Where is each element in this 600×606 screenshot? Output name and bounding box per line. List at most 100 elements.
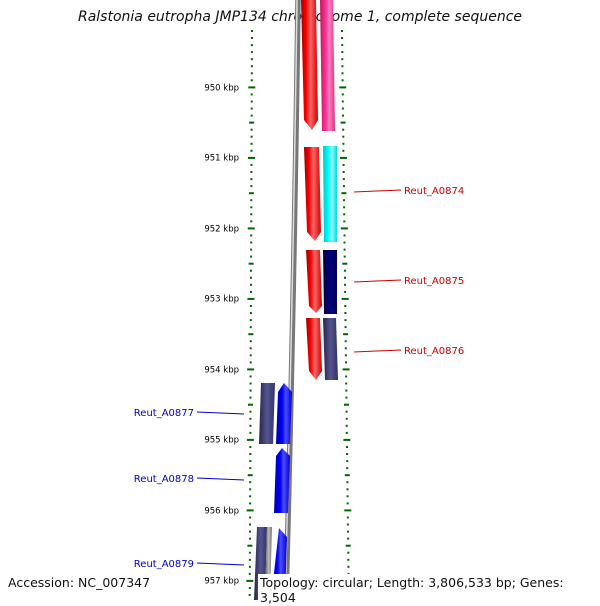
gene-block-navy[interactable] xyxy=(323,250,337,314)
ruler-tick xyxy=(249,530,251,533)
gene-block-slate[interactable] xyxy=(323,318,338,380)
gene-block-pink[interactable] xyxy=(320,0,335,131)
kbp-tick-label: 950 kbp xyxy=(204,84,239,94)
ruler-tick xyxy=(342,171,345,173)
ruler-tick xyxy=(249,523,251,526)
gene-block-cyan[interactable] xyxy=(323,146,337,242)
ruler-tick xyxy=(250,128,253,131)
ruler-tick xyxy=(341,93,344,96)
ruler-tick xyxy=(341,192,347,195)
ruler-tick xyxy=(248,587,251,589)
gene-arrow-blue[interactable] xyxy=(276,383,292,444)
ruler-tick xyxy=(341,44,344,47)
ruler-tick xyxy=(249,417,252,420)
ruler-tick xyxy=(340,121,346,124)
ruler-tick xyxy=(249,305,252,307)
gene-label[interactable]: Reut_A0879 xyxy=(134,559,194,570)
ruler-tick xyxy=(251,37,253,39)
topology-label: Topology: circular; Length: 3,806,533 bp… xyxy=(258,574,600,606)
gene-label[interactable]: Reut_A0876 xyxy=(404,346,464,357)
ruler-tick xyxy=(249,467,252,470)
ruler-tick xyxy=(343,234,346,237)
ruler-tick xyxy=(345,375,348,378)
gene-arrow-blue[interactable] xyxy=(274,448,290,513)
ruler-tick xyxy=(250,58,253,61)
forward-feature-track xyxy=(301,0,338,380)
gene-leader-line xyxy=(353,349,402,353)
ruler-tick xyxy=(346,488,349,491)
kbp-tick-label: 957 kbp xyxy=(204,577,239,587)
ruler-tick xyxy=(343,438,351,441)
ruler-tick xyxy=(343,213,346,216)
ruler-tick xyxy=(342,368,350,371)
ruler-tick xyxy=(250,51,253,54)
ruler-tick xyxy=(341,72,344,75)
ruler-tick xyxy=(248,551,251,554)
ruler-tick xyxy=(342,149,345,152)
ruler-tick xyxy=(249,424,252,427)
ruler-tick xyxy=(341,37,344,39)
gene-label[interactable]: Reut_A0874 xyxy=(404,186,464,197)
ruler-tick xyxy=(250,276,252,279)
ruler-tick xyxy=(343,241,346,244)
gene-label[interactable]: Reut_A0875 xyxy=(404,276,464,287)
ruler-tick xyxy=(247,368,255,371)
ruler-tick xyxy=(248,156,255,159)
ruler-tick xyxy=(345,361,347,364)
ruler-tick xyxy=(250,171,253,173)
gene-arrow-red[interactable] xyxy=(301,0,318,130)
ruler-tick xyxy=(247,297,255,300)
ruler-tick xyxy=(248,572,251,575)
ruler-tick xyxy=(246,509,254,512)
ruler-tick xyxy=(343,269,346,272)
gene-leader-line xyxy=(196,411,245,415)
gene-block-slate[interactable] xyxy=(259,383,275,444)
ruler-tick xyxy=(250,255,253,258)
ruler-tick xyxy=(341,58,344,61)
ruler-tick xyxy=(341,107,344,110)
ruler-tick xyxy=(345,396,348,399)
ruler-tick xyxy=(247,544,253,547)
ruler-tick xyxy=(344,326,347,329)
ruler-tick xyxy=(342,185,345,188)
ruler-tick xyxy=(249,319,252,322)
ruler-tick xyxy=(249,326,252,329)
ruler-tick xyxy=(249,453,252,455)
ruler-tick xyxy=(250,135,253,138)
ruler-tick xyxy=(249,347,252,350)
gene-label[interactable]: Reut_A0877 xyxy=(134,408,194,419)
ruler-tick xyxy=(250,234,253,237)
gene-labels: Reut_A0874 Reut_A0875 Reut_A0876 Reut_A0877… xyxy=(134,186,464,570)
ruler-tick xyxy=(249,354,252,357)
ruler-tick xyxy=(345,544,351,547)
ruler-tick xyxy=(248,594,251,596)
ruler-tick xyxy=(250,206,253,209)
ruler-tick xyxy=(344,290,347,293)
ruler-tick xyxy=(249,488,252,491)
ruler-tick xyxy=(248,262,254,265)
ruler-tick xyxy=(345,410,348,413)
gene-arrow-red[interactable] xyxy=(306,318,322,380)
ruler-tick xyxy=(345,424,348,427)
ruler-tick xyxy=(344,403,349,406)
ruler-tick xyxy=(347,537,350,540)
ruler-tick xyxy=(346,467,349,470)
ruler-tick xyxy=(344,340,347,343)
kbp-tick-labels: 950 kbp 951 kbp 952 kbp 953 kbp 954 kbp 955 k… xyxy=(204,84,239,587)
kbp-tick-label: 952 kbp xyxy=(204,225,239,235)
ruler-tick xyxy=(250,185,253,188)
ruler-tick xyxy=(250,269,252,272)
backbone-highlight xyxy=(284,0,298,600)
ruler-tick xyxy=(344,347,347,350)
gene-arrow-red[interactable] xyxy=(306,250,322,313)
gene-label[interactable]: Reut_A0878 xyxy=(134,474,194,485)
ruler-tick xyxy=(249,375,252,378)
ruler-tick xyxy=(250,283,252,286)
ruler-tick xyxy=(249,446,252,448)
ruler-tick xyxy=(250,213,253,216)
ruler-tick xyxy=(344,509,352,512)
ruler-tick xyxy=(246,438,254,441)
ruler-tick xyxy=(342,178,345,181)
gene-arrow-red[interactable] xyxy=(304,147,321,241)
